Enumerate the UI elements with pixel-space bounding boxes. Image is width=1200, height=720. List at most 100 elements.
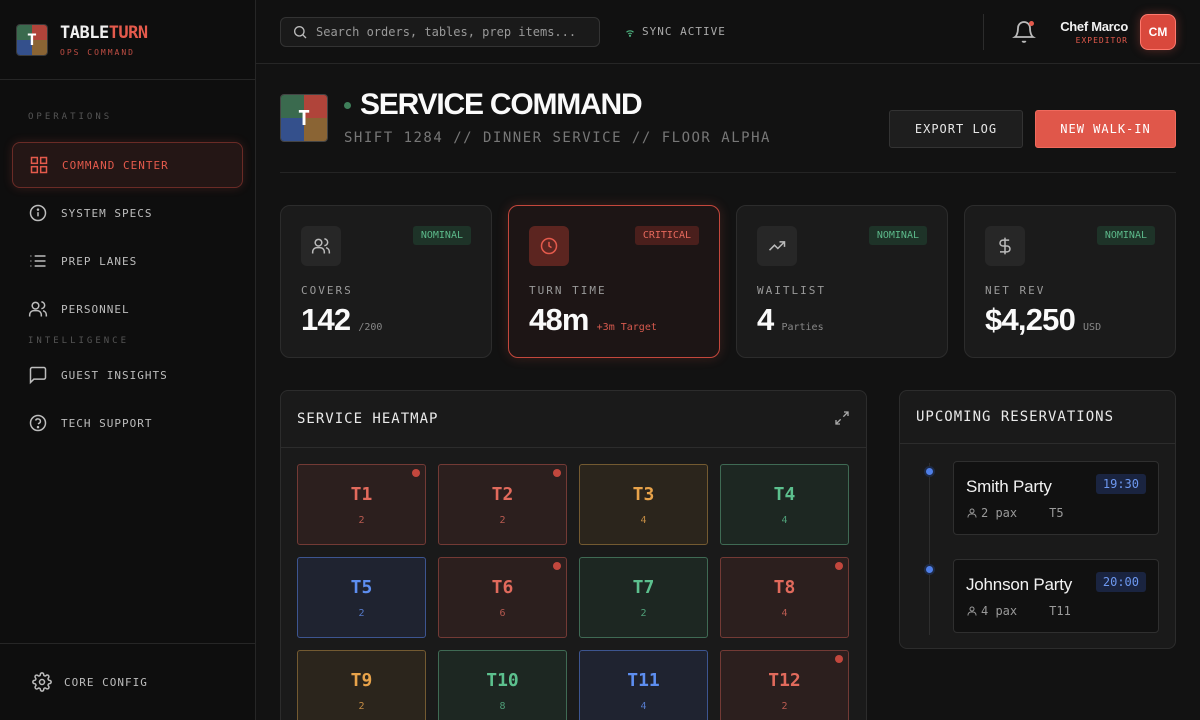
stat-label: NET REV	[985, 284, 1046, 297]
stat-unit: +3m Target	[596, 322, 657, 333]
table-name: T7	[632, 577, 655, 598]
table-cell-t10[interactable]: T10 8	[438, 650, 567, 720]
brand-logo: T	[16, 23, 48, 56]
reservation-name: Smith Party	[966, 477, 1052, 496]
table-cell-t6[interactable]: T6 6	[438, 557, 567, 638]
brand[interactable]: T TABLETURN OPS COMMAND	[0, 0, 255, 80]
timeline-dot	[924, 466, 935, 477]
sidebar-item-core-config[interactable]: CORE CONFIG	[0, 643, 256, 720]
users-icon	[311, 238, 331, 254]
trending-up-icon	[768, 241, 786, 251]
table-name: T3	[632, 484, 655, 505]
search-input[interactable]	[316, 25, 586, 39]
notifications-button[interactable]	[1012, 20, 1036, 44]
alert-dot	[835, 562, 843, 570]
users-icon	[28, 301, 48, 317]
table-guest-count: 2	[358, 608, 365, 619]
header-divider	[280, 172, 1176, 173]
table-cell-t3[interactable]: T3 4	[579, 464, 708, 545]
reservation-card[interactable]: Johnson Party 20:00 4 pax T11	[953, 559, 1159, 633]
stat-unit: Parties	[781, 322, 824, 333]
table-guest-count: 6	[499, 608, 506, 619]
sync-label: SYNC ACTIVE	[642, 25, 726, 38]
dollar-icon	[999, 237, 1011, 255]
wifi-icon	[626, 29, 634, 37]
status-dot	[344, 102, 351, 109]
service-heatmap-panel: SERVICE HEATMAP T1 2 T2 2 T3 4 T4 4 T5 2 T6 6 T7 2 T8 4…	[280, 390, 867, 720]
sync-status: SYNC ACTIVE	[624, 25, 726, 38]
person-icon	[967, 606, 977, 616]
table-cell-t11[interactable]: T11 4	[579, 650, 708, 720]
table-guest-count: 4	[640, 515, 647, 526]
table-cell-t4[interactable]: T4 4	[720, 464, 849, 545]
nav-section-operations: OPERATIONS	[28, 112, 113, 122]
stat-card-net-rev[interactable]: NOMINAL NET REV $4,250 USD	[964, 205, 1176, 358]
sidebar-item-personnel[interactable]: PERSONNEL	[12, 286, 243, 332]
user-name: Chef Marco	[1060, 19, 1128, 34]
expand-icon[interactable]	[834, 410, 850, 426]
list-icon	[30, 255, 46, 267]
stat-card-waitlist[interactable]: NOMINAL WAITLIST 4 Parties	[736, 205, 948, 358]
status-badge: NOMINAL	[868, 226, 927, 245]
table-cell-t5[interactable]: T5 2	[297, 557, 426, 638]
panel-title: SERVICE HEATMAP	[297, 411, 439, 427]
avatar[interactable]: CM	[1140, 14, 1176, 50]
person-icon	[967, 508, 977, 518]
table-cell-t9[interactable]: T9 2	[297, 650, 426, 720]
stat-value: 142	[301, 302, 351, 337]
table-guest-count: 4	[781, 608, 788, 619]
search-box[interactable]	[280, 17, 600, 47]
table-guest-count: 2	[358, 701, 365, 712]
reservation-pax: 2 pax	[981, 506, 1018, 520]
stat-card-turn-time[interactable]: CRITICAL TURN TIME 48m +3m Target	[508, 205, 720, 358]
sidebar-item-command-center[interactable]: COMMAND CENTER	[12, 142, 243, 188]
reservation-time: 20:00	[1095, 572, 1146, 592]
info-icon	[29, 204, 47, 222]
sidebar-item-prep-lanes[interactable]: PREP LANES	[12, 238, 243, 284]
export-log-button[interactable]: EXPORT LOG	[889, 110, 1023, 148]
sidebar-item-system-specs[interactable]: SYSTEM SPECS	[12, 190, 243, 236]
stat-card-covers[interactable]: NOMINAL COVERS 142/200	[280, 205, 492, 358]
table-guest-count: 4	[640, 701, 647, 712]
page-logo: T	[280, 94, 328, 142]
table-guest-count: 2	[499, 515, 506, 526]
grid-icon	[30, 156, 48, 174]
status-badge: NOMINAL	[1096, 226, 1155, 245]
stat-value: 4	[757, 302, 774, 337]
help-icon	[29, 414, 47, 432]
table-cell-t1[interactable]: T1 2	[297, 464, 426, 545]
new-walk-in-button[interactable]: NEW WALK-IN	[1035, 110, 1176, 148]
sidebar-item-tech-support[interactable]: TECH SUPPORT	[12, 400, 243, 446]
reservations-panel: UPCOMING RESERVATIONS Smith Party 19:30 …	[899, 390, 1176, 649]
table-name: T9	[350, 670, 373, 691]
sidebar-item-label: CORE CONFIG	[64, 675, 148, 689]
table-cell-t2[interactable]: T2 2	[438, 464, 567, 545]
page-subtitle: SHIFT 1284 // DINNER SERVICE // FLOOR AL…	[344, 130, 771, 146]
stat-label: WAITLIST	[757, 284, 826, 297]
table-guest-count: 8	[499, 701, 506, 712]
reservation-card[interactable]: Smith Party 19:30 2 pax T5	[953, 461, 1159, 535]
user-role: EXPEDITOR	[1075, 36, 1128, 45]
table-cell-t8[interactable]: T8 4	[720, 557, 849, 638]
clock-icon	[540, 237, 558, 255]
reservation-name: Johnson Party	[966, 575, 1073, 594]
table-name: T2	[491, 484, 514, 505]
gear-icon	[32, 672, 52, 692]
panel-title: UPCOMING RESERVATIONS	[916, 409, 1115, 425]
alert-dot	[412, 469, 420, 477]
table-cell-t7[interactable]: T7 2	[579, 557, 708, 638]
sidebar-item-label: PREP LANES	[61, 254, 138, 268]
status-badge: NOMINAL	[412, 226, 471, 245]
message-icon	[29, 366, 47, 385]
sidebar-item-guest-insights[interactable]: GUEST INSIGHTS	[12, 352, 243, 398]
brand-name: TABLETURN	[60, 22, 148, 43]
notification-dot	[1029, 21, 1034, 26]
sidebar-item-label: COMMAND CENTER	[62, 158, 169, 172]
table-guest-count: 4	[781, 515, 788, 526]
timeline-line	[929, 463, 930, 635]
table-cell-t12[interactable]: T12 2	[720, 650, 849, 720]
table-name: T11	[627, 670, 660, 691]
topbar: SYNC ACTIVE Chef Marco EXPEDITOR CM	[256, 0, 1200, 64]
user-info[interactable]: Chef Marco EXPEDITOR	[1060, 19, 1128, 45]
topbar-divider	[983, 14, 984, 50]
